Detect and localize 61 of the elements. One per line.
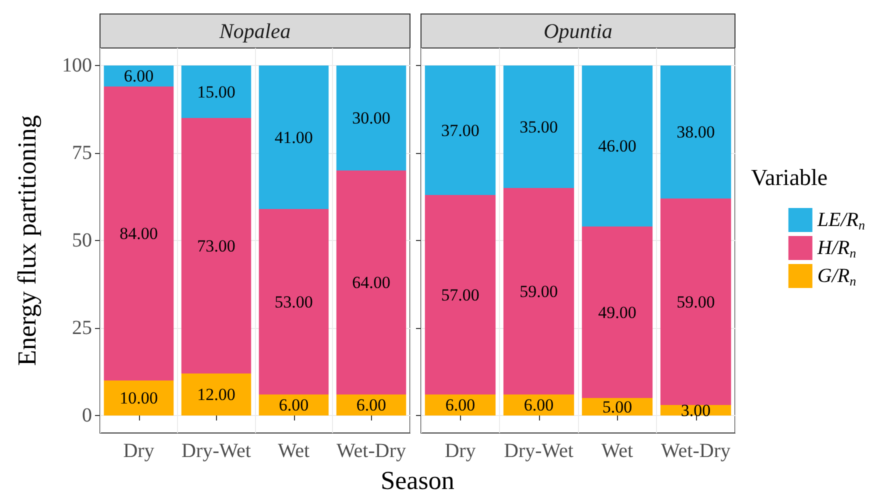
data-label: 10.00 (120, 388, 158, 408)
data-label: 6.00 (356, 396, 386, 414)
data-label: 59.00 (520, 282, 558, 301)
legend-title: Variable (751, 165, 828, 190)
y-tick-label: 50 (72, 230, 92, 252)
bar (503, 66, 574, 188)
data-label: 73.00 (197, 236, 236, 256)
data-label: 6.00 (524, 396, 554, 414)
chart-title: Nopalea (218, 19, 291, 43)
bar (336, 170, 406, 394)
y-tick-label: 0 (82, 404, 92, 426)
bar (503, 188, 574, 394)
x-tick-label: Wet-Dry (661, 440, 730, 462)
data-label: 41.00 (274, 128, 313, 147)
y-tick-label: 100 (62, 54, 92, 76)
bar (660, 198, 732, 405)
data-label: 15.00 (197, 82, 236, 102)
data-label: 12.00 (197, 385, 236, 404)
x-tick-label: Dry-Wet (504, 440, 574, 462)
data-label: 3.00 (680, 400, 711, 420)
bar (258, 209, 329, 394)
chart-title: Opuntia (544, 19, 612, 43)
x-tick-label: Dry-Wet (182, 440, 252, 462)
bar (503, 394, 574, 416)
bar (258, 66, 329, 209)
bar (181, 118, 252, 374)
data-label: 37.00 (441, 120, 480, 140)
x-tick-label: Dry (123, 440, 154, 462)
data-label: 30.00 (352, 108, 390, 128)
bar (104, 86, 174, 380)
bar (582, 226, 653, 398)
data-label: 59.00 (676, 292, 715, 312)
data-label: 6.00 (278, 396, 309, 414)
bar (424, 195, 496, 394)
data-label: 64.00 (352, 273, 390, 292)
bar (424, 394, 496, 416)
y-tick-label: 75 (72, 142, 92, 164)
bar (660, 66, 732, 198)
data-label: 84.00 (120, 224, 158, 243)
data-label: 49.00 (598, 302, 636, 322)
x-axis-title: Season (380, 466, 456, 496)
y-axis-title: Energy flux partitioning (12, 115, 42, 366)
bar (181, 66, 252, 118)
bar (582, 66, 653, 226)
bar (336, 66, 406, 170)
data-label: 35.00 (520, 117, 558, 136)
x-tick-label: Wet-Dry (336, 440, 406, 462)
data-label: 57.00 (441, 285, 480, 304)
bar (104, 380, 174, 416)
data-label: 6.00 (445, 396, 476, 414)
data-label: 46.00 (598, 136, 636, 156)
bar (181, 374, 252, 416)
data-label: 38.00 (676, 122, 715, 142)
bar (424, 66, 496, 195)
data-label: 53.00 (274, 292, 313, 312)
y-tick-label: 25 (72, 317, 92, 339)
data-label: 6.00 (124, 66, 154, 86)
x-tick-label: Wet (278, 440, 310, 462)
x-tick-label: Wet (601, 440, 634, 462)
data-label: 5.00 (602, 397, 632, 416)
x-tick-label: Dry (444, 440, 476, 462)
